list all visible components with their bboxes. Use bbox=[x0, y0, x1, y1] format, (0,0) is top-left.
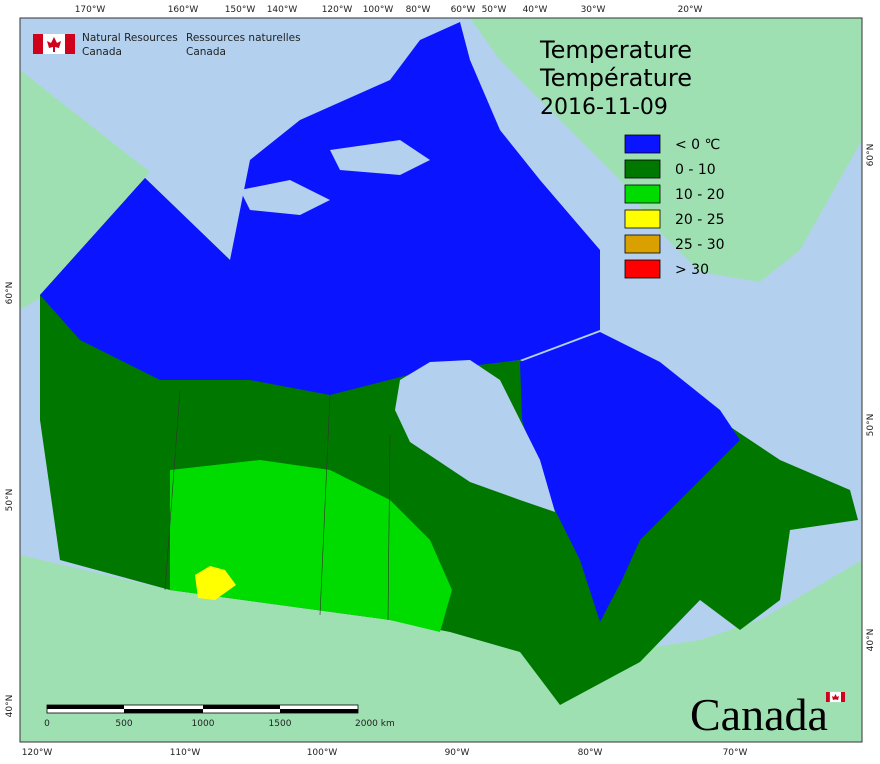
wordmark: Canada bbox=[690, 689, 828, 740]
border bbox=[387, 434, 391, 621]
latitude-label: 50°N bbox=[5, 489, 15, 512]
legend-label: 10 - 20 bbox=[675, 187, 725, 203]
legend-swatch bbox=[624, 259, 661, 279]
longitude-label: 80°W bbox=[406, 5, 431, 15]
greenland bbox=[470, 18, 862, 282]
date: 2016-11-09 bbox=[540, 95, 668, 120]
canada-wordmark: Canada bbox=[690, 689, 845, 740]
legend-swatch bbox=[624, 209, 661, 229]
longitude-label: 100°W bbox=[307, 748, 338, 758]
title: Temperature bbox=[539, 36, 692, 64]
scale-label: 1000 bbox=[192, 719, 215, 729]
scale-label: 1500 bbox=[269, 719, 292, 729]
longitude-label: 110°W bbox=[170, 748, 201, 758]
legend-swatch bbox=[624, 134, 661, 154]
legend-swatch bbox=[624, 184, 661, 204]
maple-leaf bbox=[47, 37, 61, 52]
longitude-label: 170°W bbox=[75, 5, 106, 15]
longitude-label: 20°W bbox=[678, 5, 703, 15]
flag-bar bbox=[826, 692, 830, 702]
agency-name: Natural Resources bbox=[82, 32, 178, 44]
legend-label: 20 - 25 bbox=[675, 212, 725, 228]
map-area bbox=[19, 17, 863, 743]
scale-labels: 0 500 1000 1500 2000 km bbox=[44, 719, 395, 729]
longitude-label: 80°W bbox=[578, 748, 603, 758]
longitude-label: 120°W bbox=[22, 748, 53, 758]
region-below-0-quebec bbox=[520, 332, 740, 622]
longitude-label: 100°W bbox=[363, 5, 394, 15]
latitude-label: 40°N bbox=[866, 629, 876, 652]
alaska bbox=[20, 70, 150, 310]
united-states bbox=[20, 555, 862, 742]
longitude-label: 40°W bbox=[523, 5, 548, 15]
region-10-20 bbox=[170, 460, 452, 632]
longitude-label: 150°W bbox=[225, 5, 256, 15]
scale-bar-segment bbox=[47, 705, 124, 709]
flag-bar bbox=[33, 34, 43, 54]
maple-leaf bbox=[832, 694, 839, 700]
flag-bar bbox=[65, 34, 75, 54]
longitude-label: 90°W bbox=[445, 748, 470, 758]
scale-bar-segment bbox=[280, 709, 358, 713]
longitude-label: 140°W bbox=[267, 5, 298, 15]
scale-label: 2000 km bbox=[355, 719, 395, 729]
frame bbox=[19, 17, 863, 743]
longitude-label: 30°W bbox=[581, 5, 606, 15]
scale-label: 0 bbox=[44, 719, 50, 729]
longitude-label: 160°W bbox=[168, 5, 199, 15]
hudson-bay bbox=[395, 360, 555, 512]
border bbox=[319, 394, 331, 616]
latitude-label: 60°N bbox=[5, 282, 15, 305]
scale-label: 500 bbox=[115, 719, 132, 729]
legend-label: > 30 bbox=[675, 262, 709, 278]
region-20-25 bbox=[195, 566, 236, 600]
legend-swatch bbox=[624, 159, 661, 179]
channel bbox=[330, 140, 430, 175]
legend-label: < 0 ℃ bbox=[675, 137, 720, 153]
agency-name: Ressources naturelles bbox=[186, 32, 301, 44]
legend-label: 0 - 10 bbox=[675, 162, 716, 178]
agency-name: Canada bbox=[186, 46, 226, 58]
scale-bar-segment bbox=[203, 705, 280, 709]
agency-name: Canada bbox=[82, 46, 122, 58]
longitude-label: 50°W bbox=[482, 5, 507, 15]
graticule-labels: 170°W 160°W 150°W 140°W 120°W 100°W 80°W 60°W 50… bbox=[5, 5, 876, 758]
legend-label: 25 - 30 bbox=[675, 237, 725, 253]
longitude-label: 120°W bbox=[322, 5, 353, 15]
legend: < 0 ℃ 0 - 10 10 - 20 20 - 25 25 - 30 > 30 bbox=[624, 134, 725, 279]
longitude-label: 70°W bbox=[723, 748, 748, 758]
longitude-label: 60°W bbox=[451, 5, 476, 15]
latitude-label: 60°N bbox=[866, 144, 876, 167]
channel bbox=[240, 180, 330, 215]
region-below-0-north bbox=[40, 22, 600, 395]
legend-swatch bbox=[624, 234, 661, 254]
flag-bar bbox=[841, 692, 845, 702]
latitude-label: 50°N bbox=[866, 414, 876, 437]
scale-bar-segment bbox=[124, 709, 203, 713]
nrcan-logo: Natural Resources Canada Ressources natu… bbox=[33, 32, 301, 58]
latitude-label: 40°N bbox=[5, 695, 15, 718]
border bbox=[164, 389, 181, 591]
title: Température bbox=[539, 64, 692, 92]
scale-bar: 0 500 1000 1500 2000 km bbox=[44, 704, 395, 729]
